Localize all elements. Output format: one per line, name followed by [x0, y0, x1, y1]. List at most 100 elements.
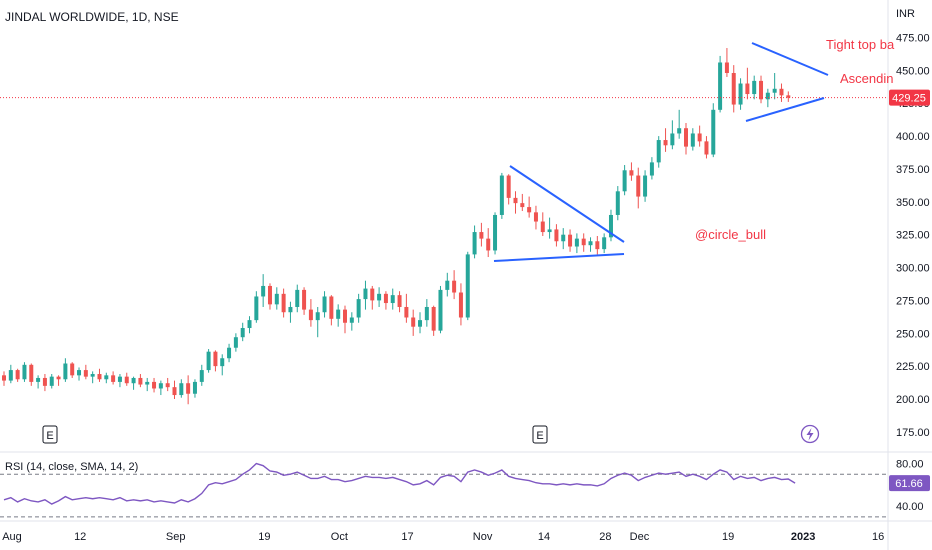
candle [288, 301, 293, 323]
candle-body [711, 109, 716, 155]
candle [206, 349, 211, 373]
candle-body [479, 232, 484, 239]
candle [561, 228, 566, 250]
candle [697, 125, 702, 147]
candle [117, 374, 122, 388]
candle-body [343, 309, 347, 323]
candle-body [227, 347, 232, 359]
candle [690, 128, 695, 151]
price-tick-label: 250.00 [896, 328, 930, 340]
candle [63, 358, 68, 382]
candle [220, 354, 225, 376]
lower-triangle-trendline[interactable] [745, 97, 825, 122]
time-tick-label: 17 [401, 531, 413, 543]
candle-body [397, 295, 402, 307]
candle-body [629, 170, 634, 176]
time-tick-label: Aug [2, 531, 22, 543]
trendlines[interactable] [493, 42, 829, 262]
candle [568, 229, 573, 252]
upper-triangle-trendline[interactable] [751, 42, 829, 76]
candle-body [615, 191, 620, 215]
candle [315, 306, 320, 338]
candle [677, 109, 682, 139]
candle [431, 305, 436, 336]
price-tick-label: 200.00 [896, 394, 930, 406]
candle-body [499, 175, 504, 215]
candle [581, 233, 586, 252]
candle-body [206, 351, 211, 371]
candle [643, 170, 648, 202]
candle-body [329, 296, 334, 319]
candle [343, 305, 347, 334]
candle [629, 162, 634, 181]
candle-body [83, 370, 88, 377]
candle-body [158, 383, 163, 389]
support-trendline[interactable] [493, 253, 625, 262]
candle [479, 222, 484, 247]
watermark-text: @circle_bull [695, 227, 766, 242]
candle-body [656, 140, 661, 163]
candle [663, 128, 668, 152]
candle [370, 285, 375, 310]
candle [377, 287, 382, 307]
candle-body [322, 296, 327, 313]
candle-body [418, 320, 423, 327]
candle-body [267, 285, 272, 305]
lightning-icon[interactable] [800, 424, 820, 444]
candle [533, 205, 538, 230]
candle-body [411, 317, 416, 327]
candle [636, 167, 641, 209]
time-axis[interactable]: Aug 12 Sep 19 Oct 17 Nov 14 28 Dec 19 2023 16 [2, 531, 884, 543]
candle [383, 291, 388, 310]
candle-body [2, 375, 6, 381]
candle-body [745, 83, 750, 95]
candle-body [697, 133, 702, 142]
candle [145, 377, 150, 392]
price-tick-label: 375.00 [896, 164, 930, 176]
price-tick-label: 475.00 [896, 33, 930, 45]
candle [36, 375, 41, 389]
earnings-marker-box [42, 425, 58, 444]
candle [267, 283, 272, 310]
candle [274, 287, 279, 310]
candle [22, 362, 27, 382]
candle [77, 367, 82, 381]
candle [786, 91, 791, 102]
earnings-marker-box [532, 425, 548, 444]
candle [70, 362, 75, 378]
candle [186, 375, 191, 405]
candle-body [138, 377, 143, 385]
candle [158, 380, 163, 396]
candle [513, 191, 518, 214]
candles [2, 48, 791, 405]
candle [602, 233, 607, 254]
lightning-bolt-icon [806, 428, 814, 441]
candle-body [608, 214, 613, 238]
candle-body [765, 92, 770, 100]
candle-body [622, 170, 627, 192]
descending-trendline[interactable] [509, 165, 625, 243]
earnings-marker-1[interactable]: E [42, 425, 58, 444]
candle [131, 376, 136, 390]
time-tick-label: Nov [473, 531, 493, 543]
candle-body [506, 175, 511, 198]
candle-body [336, 309, 341, 319]
candle-body [8, 370, 13, 381]
candle-body [540, 221, 545, 233]
price-axis[interactable]: 475.00450.00425.00400.00375.00350.00325.… [896, 33, 930, 439]
candle [608, 209, 613, 242]
candle-body [152, 381, 157, 389]
candle-body [29, 364, 34, 382]
candle-body [431, 306, 436, 331]
candle-body [547, 229, 552, 233]
candle-body [738, 83, 743, 105]
candle [752, 75, 757, 100]
candle-body [315, 312, 320, 321]
candle-body [718, 62, 723, 110]
candle [615, 186, 620, 221]
candle-body [533, 212, 538, 222]
candle [540, 212, 545, 236]
earnings-marker-2[interactable]: E [532, 425, 548, 444]
candle [49, 374, 54, 389]
